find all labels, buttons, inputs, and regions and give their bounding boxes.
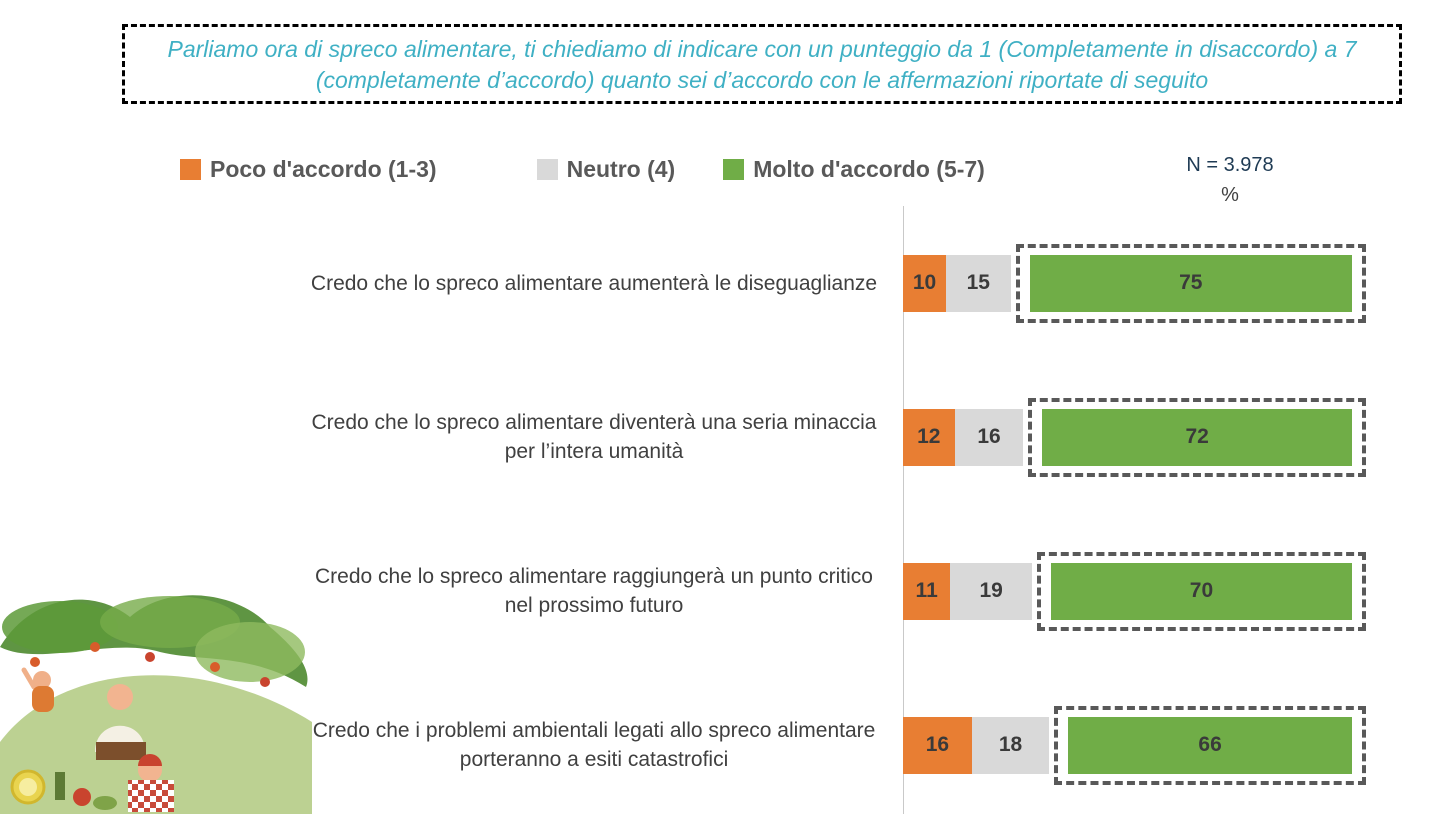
question-banner: Parliamo ora di spreco alimentare, ti ch… (122, 24, 1402, 104)
food-watercolor-illustration (0, 592, 312, 814)
sample-size-label: N = 3.978 (1186, 154, 1274, 176)
bar-segment: 19 (950, 562, 1032, 620)
bar-segment: 15 (946, 254, 1011, 312)
chart-row: Credo che lo spreco alimentare raggiunge… (0, 514, 1438, 668)
question-text: Parliamo ora di spreco alimentare, ti ch… (167, 36, 1357, 93)
bar-segment: 16 (954, 408, 1024, 466)
legend-item-poco: Poco d'accordo (1-3) (180, 156, 437, 183)
stacked-bar-chart: Credo che lo spreco alimentare aumenterà… (0, 206, 1438, 814)
bar-segment: 10 (903, 254, 946, 312)
bar-segment: 18 (971, 716, 1050, 774)
bar-segment: 11 (903, 562, 951, 620)
highlight-dashed-outline: 70 (1036, 551, 1366, 631)
legend-swatch-green-icon (723, 159, 745, 180)
category-label: Credo che lo spreco alimentare raggiunge… (315, 565, 873, 617)
chart-row: Credo che lo spreco alimentare diventerà… (0, 360, 1438, 514)
legend-label: Neutro (4) (566, 156, 676, 182)
bar-stack: 10 15 75 (903, 243, 1366, 323)
bar-stack: 11 19 70 (903, 551, 1366, 631)
category-label: Credo che i problemi ambientali legati a… (312, 719, 876, 771)
bar-segment: 16 (903, 716, 972, 774)
bar-segment: 12 (903, 408, 955, 466)
bar-segment: 70 (1050, 562, 1352, 620)
highlight-dashed-outline: 66 (1054, 705, 1366, 785)
y-axis-line (903, 206, 904, 814)
chart-row: Credo che i problemi ambientali legati a… (0, 668, 1438, 814)
legend-item-molto: Molto d'accordo (5-7) (723, 156, 985, 183)
legend-label: Molto d'accordo (5-7) (753, 156, 985, 182)
bar-segment: 72 (1042, 408, 1352, 466)
highlight-dashed-outline: 75 (1015, 243, 1366, 323)
percent-unit-label: % (1221, 184, 1239, 206)
chart-legend: Poco d'accordo (1-3) Neutro (4) Molto d'… (180, 156, 985, 183)
sample-size-block: N = 3.978 % (1150, 150, 1310, 210)
legend-swatch-orange-icon (180, 159, 201, 180)
legend-label: Poco d'accordo (1-3) (210, 156, 437, 182)
bar-segment: 75 (1029, 254, 1352, 312)
chart-row: Credo che lo spreco alimentare aumenterà… (0, 206, 1438, 360)
bar-stack: 16 18 66 (903, 705, 1366, 785)
food-illustration-graphic (0, 595, 312, 814)
legend-swatch-gray-icon (536, 159, 558, 180)
highlight-dashed-outline: 72 (1028, 397, 1366, 477)
bar-stack: 12 16 72 (903, 397, 1366, 477)
category-label: Credo che lo spreco alimentare aumenterà… (310, 271, 878, 295)
category-label: Credo che lo spreco alimentare diventerà… (311, 411, 877, 463)
legend-item-neutro: Neutro (4) (536, 156, 676, 183)
bar-segment: 66 (1068, 716, 1352, 774)
